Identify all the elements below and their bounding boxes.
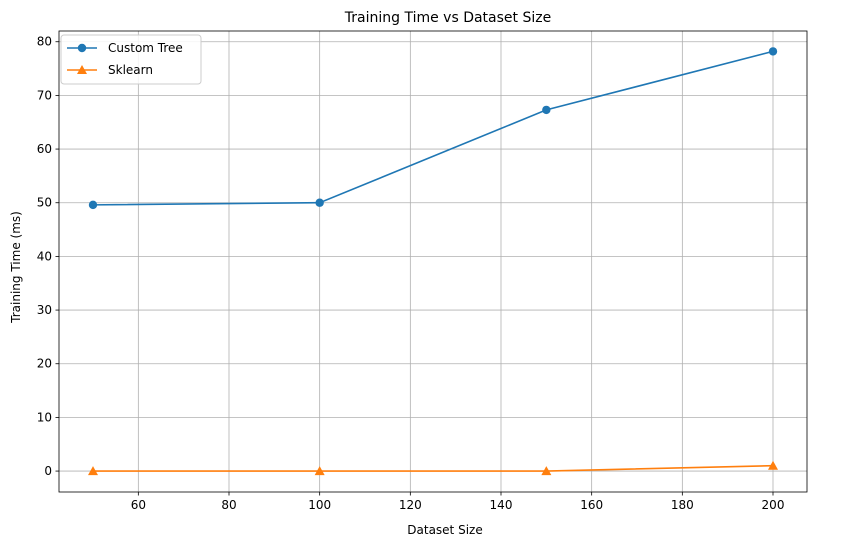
x-axis-label: Dataset Size — [407, 523, 482, 537]
x-tick-label: 160 — [580, 498, 603, 512]
legend-label: Sklearn — [108, 63, 153, 77]
data-point — [314, 466, 325, 476]
series-sklearn — [88, 460, 778, 476]
data-point — [88, 200, 98, 210]
data-point — [315, 198, 324, 207]
y-tick-label: 30 — [37, 303, 52, 317]
data-point — [541, 466, 552, 476]
data-point — [768, 47, 778, 56]
x-tick-label: 60 — [131, 498, 146, 512]
plot-area-frame — [58, 30, 808, 493]
y-tick-label: 70 — [37, 88, 52, 102]
data-point — [88, 466, 98, 476]
x-tick-label: 180 — [671, 498, 694, 512]
x-tick-label: 140 — [490, 498, 513, 512]
y-axis-ticks: 0 10 20 30 40 50 60 70 80 — [37, 35, 59, 478]
x-tick-label: 120 — [399, 498, 422, 512]
series-line — [93, 464, 774, 472]
legend-marker — [77, 43, 87, 53]
series-custom-tree — [88, 47, 778, 210]
series-line — [92, 50, 774, 206]
data-point — [542, 105, 551, 115]
grid — [59, 31, 807, 492]
plot-series — [88, 47, 778, 476]
y-tick-label: 20 — [37, 357, 52, 371]
legend: Custom Tree Sklearn — [60, 34, 202, 85]
legend-item: Sklearn — [67, 63, 153, 77]
y-tick-label: 0 — [44, 464, 52, 478]
x-tick-label: 100 — [308, 498, 331, 512]
chart-title: Training Time vs Dataset Size — [344, 10, 551, 26]
x-axis-ticks: 60 80 100 120 140 160 180 200 — [131, 492, 785, 512]
y-tick-label: 40 — [37, 249, 52, 263]
data-point — [768, 460, 778, 470]
legend-label: Custom Tree — [108, 41, 183, 55]
y-tick-label: 10 — [37, 410, 52, 424]
y-axis-label: Training Time (ms) — [9, 211, 23, 324]
legend-marker — [77, 65, 87, 74]
y-tick-label: 50 — [37, 196, 52, 210]
legend-item: Custom Tree — [67, 41, 183, 55]
x-tick-label: 80 — [221, 498, 236, 512]
y-tick-label: 80 — [37, 35, 52, 49]
y-tick-label: 60 — [37, 142, 52, 156]
x-tick-label: 200 — [762, 498, 785, 512]
